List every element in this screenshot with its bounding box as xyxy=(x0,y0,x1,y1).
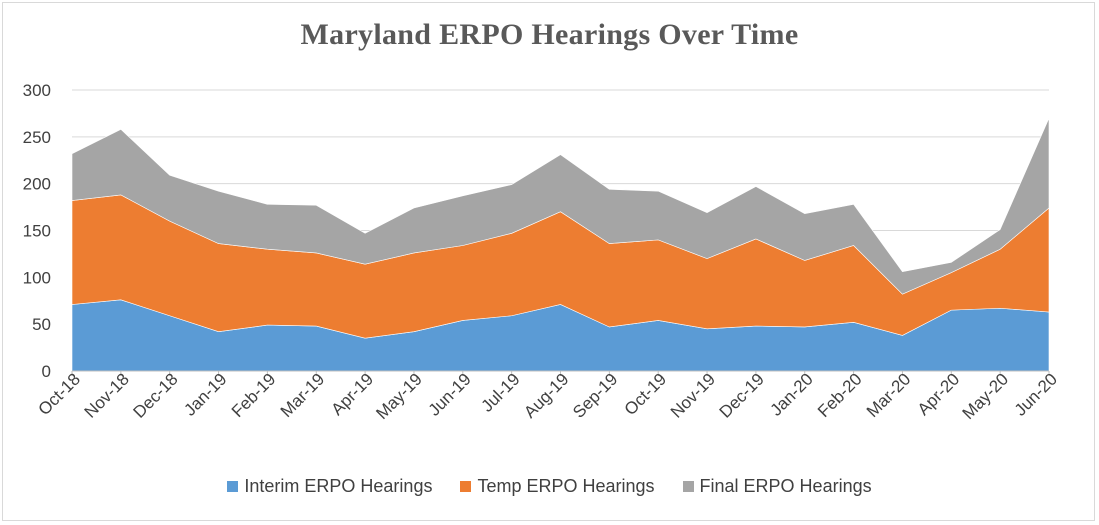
x-tick-label: Jul-19 xyxy=(477,370,523,416)
x-tick-label: Nov-18 xyxy=(81,370,133,422)
x-tick-label: Feb-20 xyxy=(814,370,866,422)
chart-legend: Interim ERPO Hearings Temp ERPO Hearings F… xyxy=(0,476,1099,497)
legend-item: Final ERPO Hearings xyxy=(682,476,872,497)
x-tick-label: Mar-20 xyxy=(863,370,915,422)
x-tick-label: Dec-19 xyxy=(716,370,768,422)
chart-title: Maryland ERPO Hearings Over Time xyxy=(300,18,799,51)
x-tick-label: Jan-20 xyxy=(767,370,817,420)
x-tick-label: Jun-20 xyxy=(1011,370,1061,420)
x-tick-label: Nov-19 xyxy=(667,370,719,422)
y-tick-label: 300 xyxy=(23,81,51,100)
legend-swatch xyxy=(460,481,472,492)
x-tick-label: Apr-20 xyxy=(914,370,964,420)
y-tick-label: 250 xyxy=(23,128,51,147)
y-tick-label: 200 xyxy=(23,175,51,194)
legend-item: Interim ERPO Hearings xyxy=(227,476,432,497)
y-tick-label: 100 xyxy=(23,268,51,287)
y-tick-label: 50 xyxy=(32,315,51,334)
legend-item: Temp ERPO Hearings xyxy=(460,476,655,497)
x-tick-label: Oct-19 xyxy=(621,370,671,420)
x-tick-label: Feb-19 xyxy=(228,370,280,422)
x-tick-label: Aug-19 xyxy=(520,370,572,422)
y-tick-label: 0 xyxy=(42,362,51,381)
legend-label: Temp ERPO Hearings xyxy=(477,476,655,496)
legend-label: Final ERPO Hearings xyxy=(699,476,872,496)
x-tick-label: Dec-18 xyxy=(130,370,182,422)
x-tick-label: Sep-19 xyxy=(569,370,621,422)
legend-swatch xyxy=(682,481,694,492)
legend-label: Interim ERPO Hearings xyxy=(244,476,433,496)
x-tick-label: May-20 xyxy=(959,370,1013,424)
area-series-final-erpo-hearings xyxy=(71,117,1050,295)
y-tick-label: 150 xyxy=(23,222,51,241)
x-tick-label: Mar-19 xyxy=(277,370,329,422)
legend-swatch xyxy=(227,481,239,492)
x-tick-label: Apr-19 xyxy=(328,370,378,420)
x-tick-label: May-19 xyxy=(372,370,426,424)
x-tick-label: Jan-19 xyxy=(180,370,230,420)
x-tick-label: Jun-19 xyxy=(425,370,475,420)
